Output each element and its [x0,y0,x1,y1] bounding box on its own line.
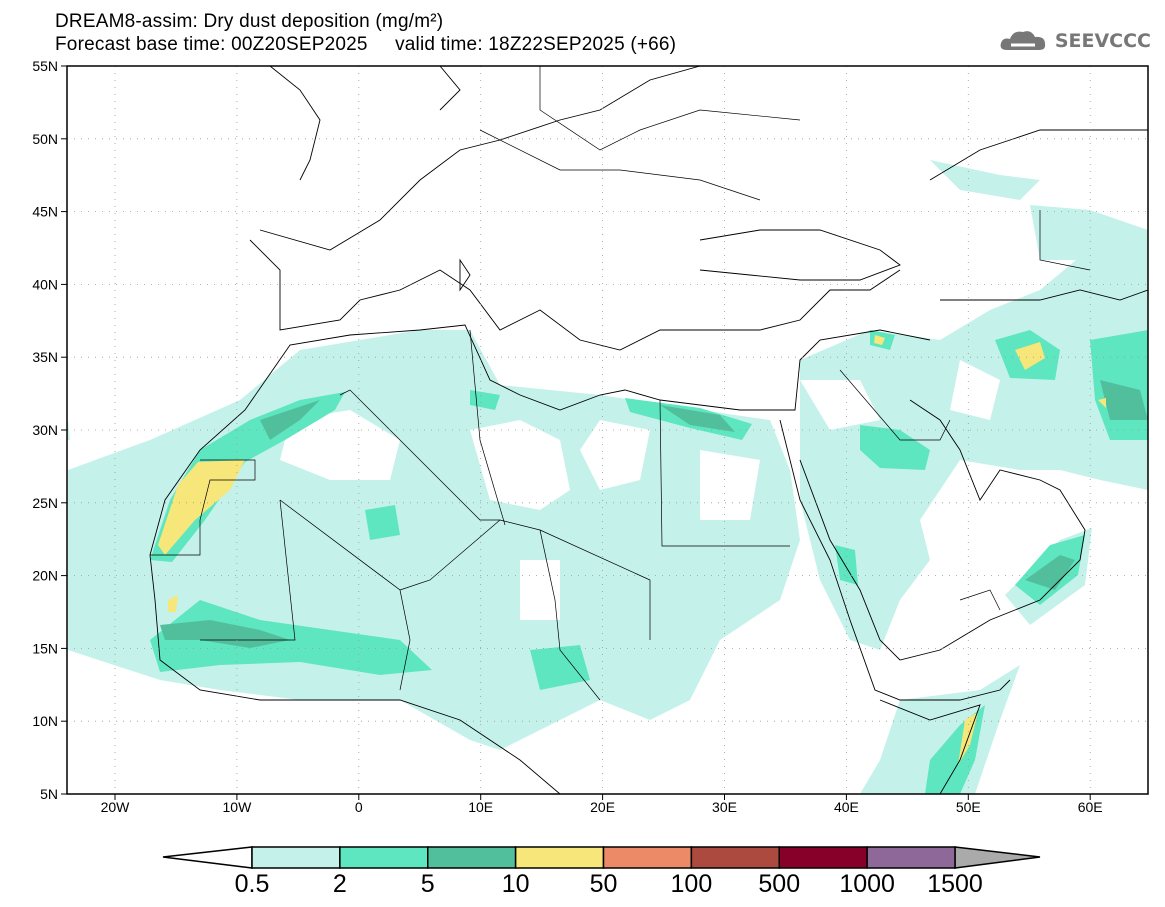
colorbar-under-triangle [162,846,253,869]
colorbar-label: 1500 [927,870,983,898]
logo-text: SEEVCCC [1054,30,1151,52]
colorbar-label: 100 [670,870,713,898]
colorbar-label: 50 [589,870,618,898]
colorbar-label: 1000 [839,870,895,898]
lat-label: 50N [32,131,58,147]
lon-label: 20E [590,799,615,815]
colorbar-swatch-3 [514,846,605,869]
lat-label: 25N [32,495,58,511]
dust-fields [67,66,1148,794]
country-borders [150,66,1091,701]
colorbar-swatch-1 [339,846,429,869]
lon-label: 40E [834,799,859,815]
dust-level-5-10 [160,380,1148,648]
lat-label: 5N [40,786,58,802]
lon-label: 60E [1078,799,1103,815]
map-title: DREAM8-assim: Dry dust deposition (mg/m²… [55,11,444,32]
colorbar-label: 10 [501,870,530,898]
colorbar-label: 2 [332,870,347,898]
lat-label: 55N [32,58,58,74]
colorbar-swatch-7 [866,846,956,869]
graticule [67,66,1148,794]
colorbar-label: 500 [758,870,801,898]
colorbar-swatch-0 [251,846,341,869]
lat-label: 30N [32,422,58,438]
lat-label: 10N [32,713,58,729]
colorbar-over-triangle [954,846,1041,869]
lon-label: 0 [355,799,363,815]
lat-label: 45N [32,204,58,220]
lon-label: 20W [101,799,131,815]
lat-label: 15N [32,640,58,656]
colorbar-swatch-2 [427,846,517,869]
lon-label: 10W [223,799,253,815]
colorbar-swatch-4 [602,846,693,869]
lon-label: 30E [712,799,737,815]
lat-label: 20N [32,568,58,584]
colorbar-swatch-5 [690,846,780,869]
lon-label: 10E [468,799,493,815]
colorbar-label: 0.5 [234,870,270,898]
coastlines [149,66,1148,794]
lon-label: 50E [956,799,981,815]
colorbar [162,846,1041,869]
lat-label: 40N [32,276,58,292]
colorbar-label: 5 [420,870,435,898]
forecast-time-subtitle: Forecast base time: 00Z20SEP2025 valid t… [55,34,677,55]
seevccc-logo: SEEVCCC [999,28,1151,54]
lat-label: 35N [32,349,58,365]
clear-areas [280,360,1000,620]
colorbar-swatch-6 [778,846,868,869]
cloud-logo-icon [1000,31,1045,50]
